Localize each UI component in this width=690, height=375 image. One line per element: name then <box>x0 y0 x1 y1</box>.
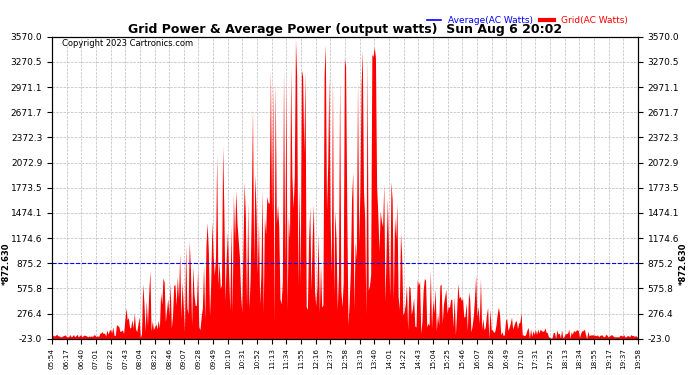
Text: *872.630: *872.630 <box>679 242 688 285</box>
Title: Grid Power & Average Power (output watts)  Sun Aug 6 20:02: Grid Power & Average Power (output watts… <box>128 22 562 36</box>
Text: *872.630: *872.630 <box>2 242 11 285</box>
Legend: Average(AC Watts), Grid(AC Watts): Average(AC Watts), Grid(AC Watts) <box>427 16 628 25</box>
Text: Copyright 2023 Cartronics.com: Copyright 2023 Cartronics.com <box>62 39 193 48</box>
